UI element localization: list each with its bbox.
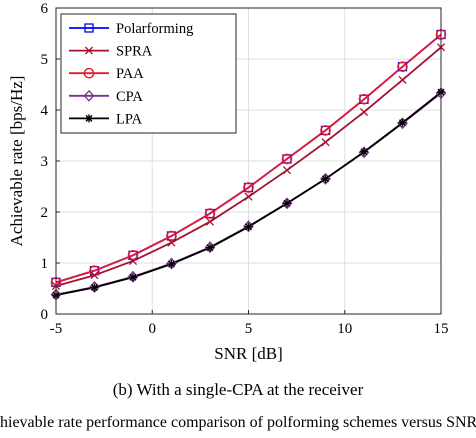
series-1-point-9 (398, 75, 407, 84)
legend-entry-2: PAA (69, 66, 144, 82)
x-tick-label-3: 10 (337, 321, 352, 337)
series-3-point-9 (397, 117, 408, 130)
series-2-point-7 (320, 125, 331, 136)
series-1-point-2 (128, 256, 138, 266)
cutoff-caption-text: hievable rate performance comparison of … (0, 414, 476, 431)
series-2-point-3 (166, 230, 177, 242)
y-tick-label-4: 4 (41, 103, 49, 119)
series-1-point-7 (321, 138, 330, 147)
legend-label-3: CPA (116, 89, 143, 105)
x-tick-label-1: 0 (149, 321, 157, 337)
x-tick-label-2: 5 (245, 321, 253, 337)
legend-entry-0: Polarforming (69, 21, 193, 37)
legend-marker-4 (85, 114, 93, 123)
series-2-point-9 (397, 61, 408, 72)
legend-label-2: PAA (116, 66, 144, 82)
x-axis-label: SNR [dB] (214, 344, 282, 363)
y-axis-ticks: 0 1 2 3 4 5 6 (41, 1, 60, 323)
y-tick-label-2: 2 (41, 205, 49, 221)
x-tick-label-0: -5 (50, 321, 63, 337)
series-4-point-5 (244, 222, 253, 231)
series-3-point-7 (320, 172, 331, 185)
series-4-point-9 (398, 118, 407, 127)
series-4-point-1 (90, 283, 99, 292)
series-1-point-4 (205, 217, 215, 226)
y-axis-label: Achievable rate [bps/Hz] (7, 76, 26, 247)
legend: Polarforming SPRA PAA CPA LPA (60, 13, 237, 134)
series-4-point-3 (167, 260, 176, 269)
legend-entry-3: CPA (69, 89, 143, 105)
series-1-point-8 (359, 107, 369, 117)
series-2-point-2 (127, 250, 139, 261)
legend-entry-4: LPA (69, 111, 143, 127)
series-1-point-1 (90, 271, 99, 280)
legend-marker-0 (84, 23, 94, 33)
series-2-point-5 (243, 182, 254, 193)
y-tick-label-1: 1 (41, 256, 49, 272)
x-tick-label-4: 15 (434, 321, 449, 337)
x-axis-ticks: -5 0 5 10 15 (50, 310, 449, 337)
series-2-point-6 (281, 153, 293, 165)
series-2-point-4 (204, 208, 216, 219)
y-tick-label-6: 6 (41, 1, 49, 17)
series-4-point-7 (321, 174, 330, 183)
legend-label-4: LPA (116, 111, 143, 127)
series-4-point-8 (360, 147, 368, 156)
series-1-point-3 (167, 238, 176, 247)
series-3-point-6 (281, 197, 293, 210)
legend-marker-2 (83, 67, 95, 79)
series-2-point-8 (358, 93, 370, 105)
series-4-point-2 (129, 273, 137, 282)
series-4-point-4 (206, 243, 214, 252)
series-3-point-8 (358, 146, 370, 159)
legend-marker-3 (83, 89, 95, 102)
legend-entry-1: SPRA (69, 44, 153, 60)
figure-caption: (b) With a single-CPA at the receiver (112, 380, 364, 399)
legend-marker-1 (84, 46, 94, 55)
series-line-2 (55, 33, 442, 284)
y-tick-label-3: 3 (41, 154, 49, 170)
legend-label-0: Polarforming (116, 21, 193, 37)
y-tick-label-0: 0 (41, 307, 49, 323)
y-tick-label-5: 5 (41, 52, 49, 68)
legend-label-1: SPRA (116, 44, 153, 60)
series-1-point-6 (282, 166, 292, 175)
series-4-point-6 (283, 199, 291, 208)
series-1-point-5 (244, 192, 253, 201)
